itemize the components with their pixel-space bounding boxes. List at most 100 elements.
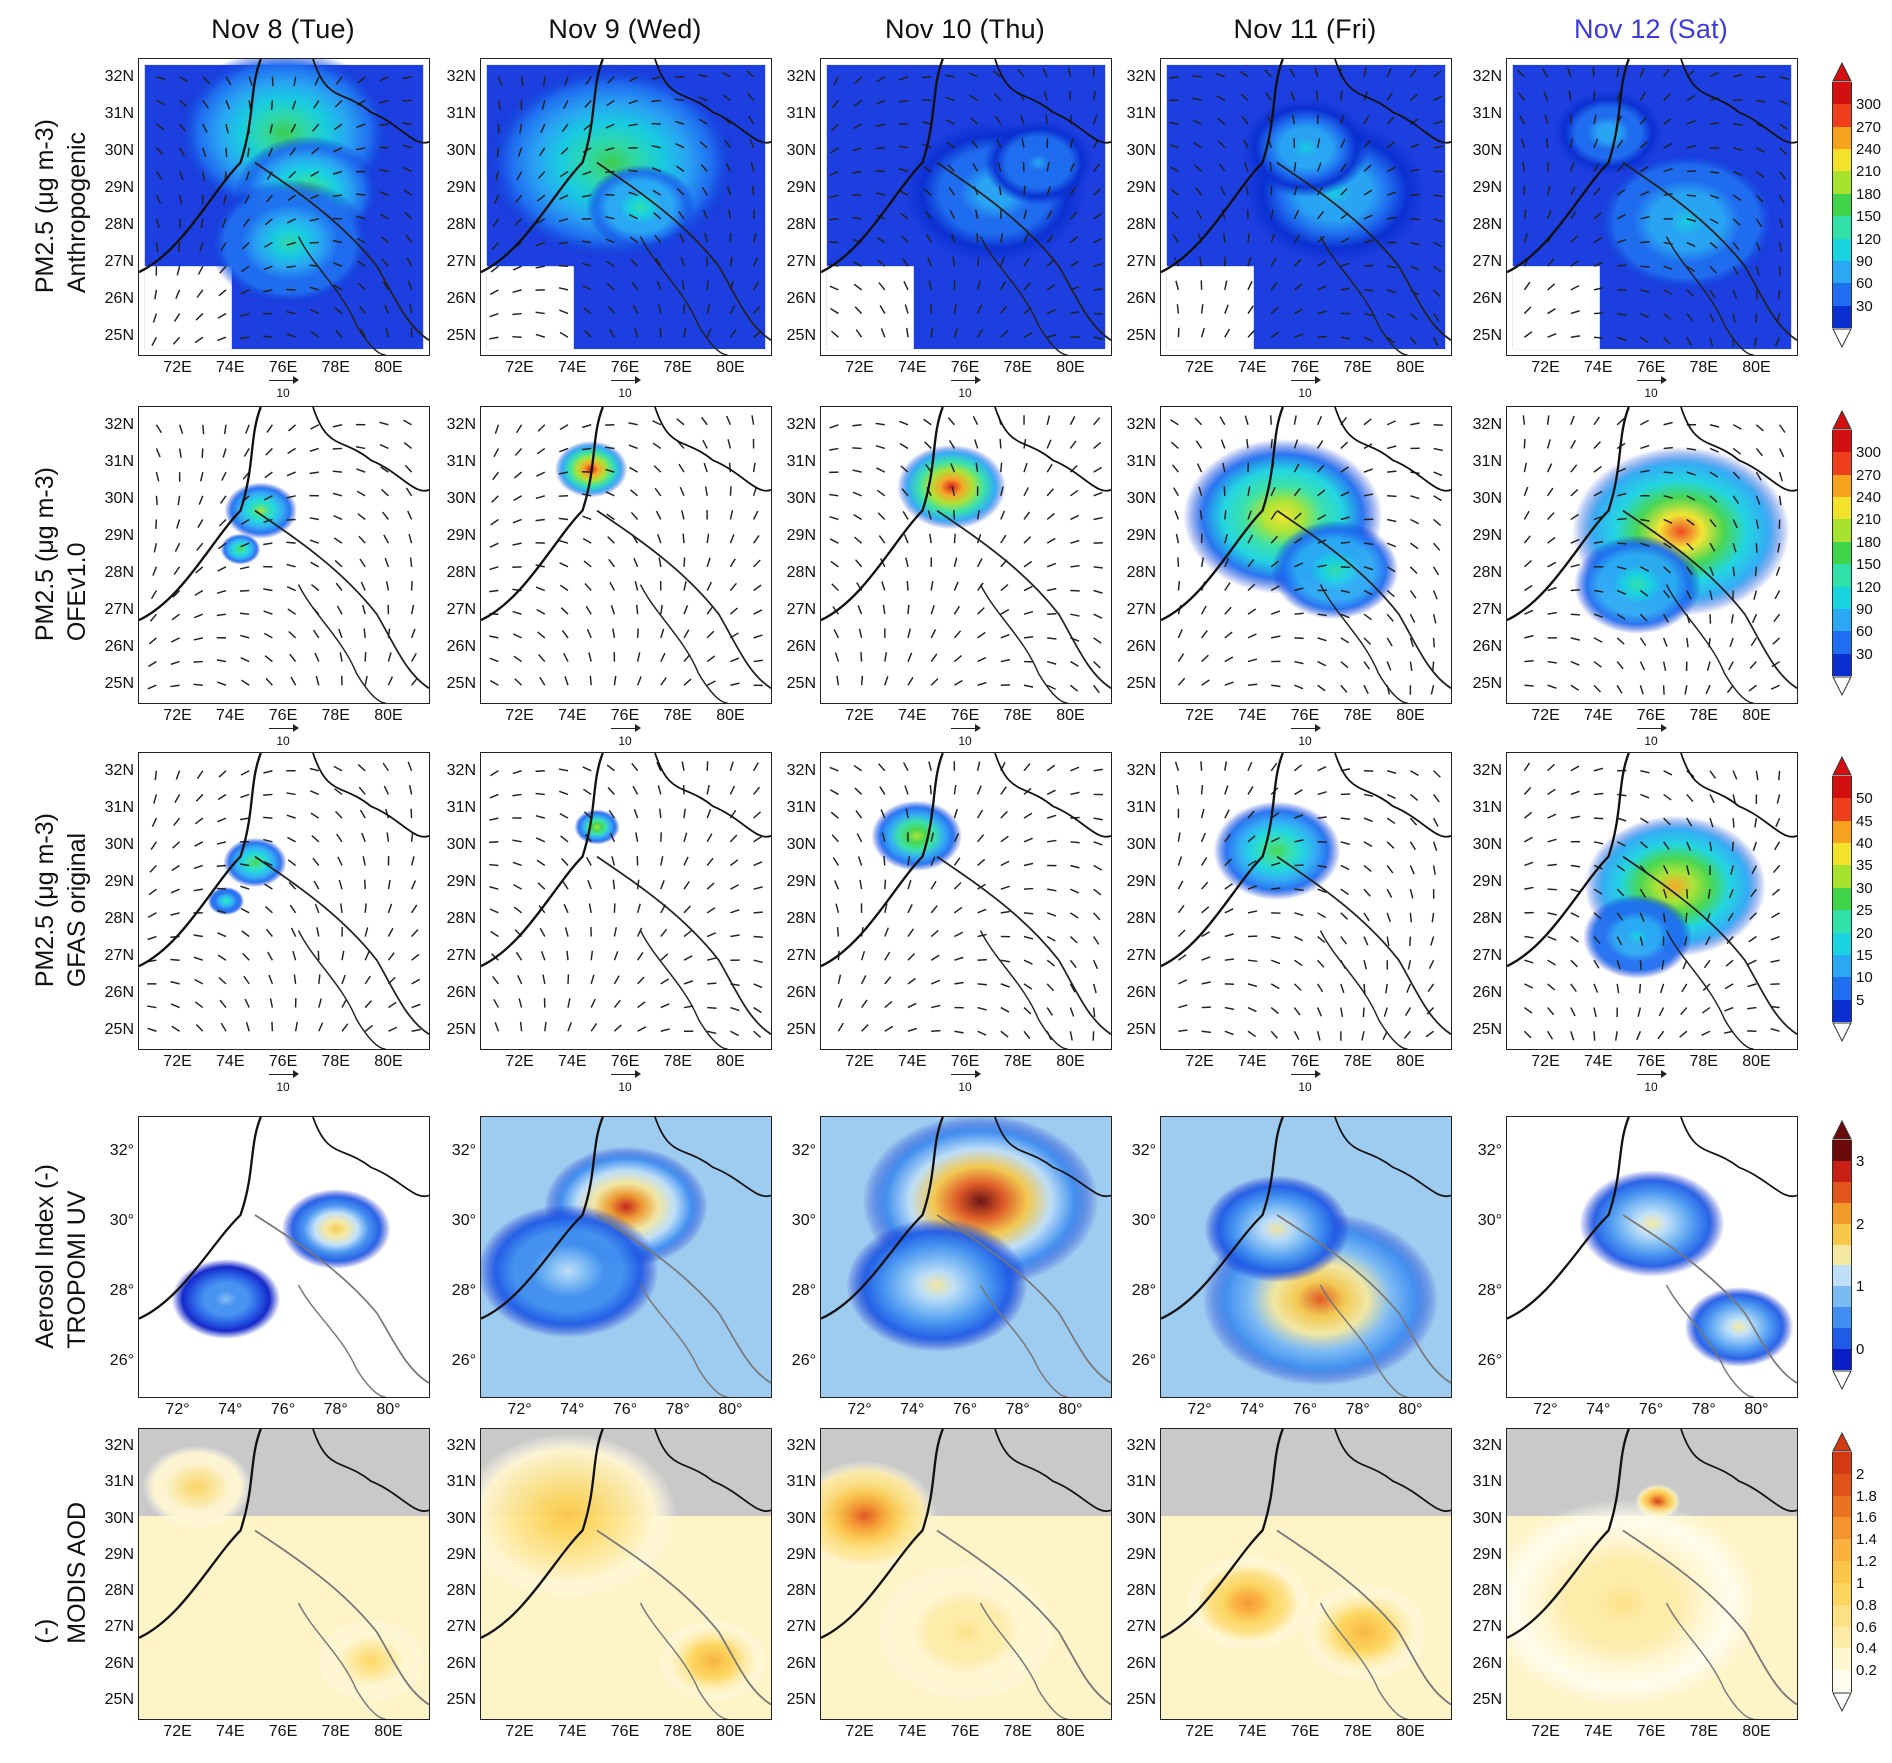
- wind-vector: [178, 448, 182, 458]
- wind-vector: [1547, 660, 1557, 664]
- wind-vector: [176, 519, 181, 529]
- wind-vector: [1686, 817, 1693, 827]
- wind-vector: [154, 289, 158, 300]
- wind-vector: [364, 975, 371, 985]
- wind-vector: [518, 998, 523, 1008]
- wind-vector: [1176, 304, 1180, 314]
- row-label-lines: MODIS AOD (-): [30, 1502, 92, 1644]
- country-border: [1161, 1429, 1284, 1639]
- wind-vector: [854, 559, 863, 568]
- wind-vector: [312, 857, 320, 866]
- wind-vector: [1363, 793, 1374, 798]
- wind-vector: [1293, 209, 1300, 220]
- wind-vector: [660, 856, 664, 866]
- wind-vector: [1686, 194, 1697, 197]
- wind-vector: [403, 189, 413, 196]
- wind-vector: [194, 336, 204, 344]
- wind-vector: [246, 147, 250, 158]
- wind-vector: [1663, 566, 1672, 574]
- wind-vector: [976, 761, 981, 771]
- wind-vector: [1021, 138, 1025, 148]
- wind-vector: [193, 934, 203, 938]
- wind-vector: [1709, 566, 1715, 576]
- wind-vector: [1409, 793, 1419, 801]
- wind-vector: [703, 462, 708, 473]
- wind-vector: [218, 289, 227, 297]
- wind-vector: [605, 491, 615, 497]
- wind-vector: [1430, 936, 1435, 946]
- wind-vector: [512, 793, 522, 797]
- column-title-4: Nov 11 (Fri): [1233, 14, 1377, 44]
- wind-vector: [1570, 162, 1575, 172]
- wind-vector: [837, 998, 843, 1008]
- wind-vector: [178, 218, 181, 229]
- colorbar-segment: [1832, 798, 1852, 822]
- wind-vector: [651, 99, 661, 103]
- x-tick-label: 72E: [505, 359, 534, 376]
- wind-vector: [1363, 637, 1372, 646]
- wind-vector: [1570, 637, 1580, 641]
- x-tick-label: 74E: [898, 359, 927, 376]
- wind-vector: [749, 138, 755, 149]
- wind-vector: [1410, 770, 1419, 777]
- colorbar-tick-label: 0: [1856, 1341, 1865, 1359]
- wind-vector: [1709, 841, 1713, 852]
- y-tick-label: 30°: [1477, 1212, 1502, 1229]
- y-tick-label: 26N: [786, 637, 816, 655]
- reference-arrow-icon: [269, 1070, 299, 1081]
- state-border: [254, 509, 429, 689]
- wind-vector: [930, 979, 941, 985]
- wind-vector: [922, 121, 932, 125]
- wind-vector: [1247, 786, 1254, 795]
- wind-vector: [930, 929, 939, 938]
- wind-vector: [562, 652, 569, 662]
- wind-vector: [722, 94, 731, 102]
- y-tick-label: 29N: [1472, 1545, 1502, 1563]
- wind-vector: [558, 471, 569, 475]
- wind-vector: [1386, 420, 1396, 426]
- x-tick-label: 80E: [716, 359, 745, 376]
- wind-vector: [1410, 518, 1420, 525]
- wind-vector: [410, 604, 415, 615]
- wind-vector: [1169, 166, 1179, 173]
- wind-vector: [178, 194, 183, 205]
- map-canvas: [1161, 1429, 1451, 1719]
- colorbar-segment: [1832, 452, 1852, 476]
- map-canvas: [139, 1429, 429, 1719]
- wind-vector: [225, 100, 231, 110]
- wind-vector: [1662, 888, 1668, 899]
- y-tick-label: 26N: [446, 1654, 476, 1672]
- map-canvas: [1161, 407, 1451, 703]
- wind-vector: [830, 307, 839, 315]
- wind-vector: [1686, 218, 1696, 222]
- wind-vector: [753, 559, 761, 568]
- x-tick-label: 72E: [1185, 359, 1214, 376]
- wind-vector: [976, 533, 982, 544]
- colorbar-top-arrow: [1832, 1432, 1852, 1452]
- wind-vector: [384, 304, 390, 314]
- state-border: [936, 1529, 1111, 1706]
- wind-vector: [652, 189, 662, 196]
- x-tick-label: 78E: [1003, 1723, 1032, 1740]
- reference-vector-label: 10: [1644, 1080, 1658, 1094]
- wind-vector: [1000, 233, 1004, 243]
- wind-vector: [239, 863, 250, 867]
- x-tick-label: 78E: [663, 1053, 692, 1070]
- wind-vector: [356, 123, 366, 129]
- y-tick-label: 26°: [109, 1352, 134, 1369]
- wind-vector: [1686, 170, 1697, 173]
- x-tick-label: 72°: [1187, 1401, 1212, 1418]
- y-tick-label: 25N: [786, 1690, 816, 1708]
- wind-vector: [1616, 336, 1627, 342]
- wind-vector: [636, 628, 639, 638]
- wind-vector: [861, 999, 868, 1008]
- wind-vector: [1640, 336, 1649, 344]
- wind-vector: [753, 634, 763, 639]
- wind-vector: [1523, 560, 1532, 568]
- wind-vector: [1270, 535, 1279, 544]
- colorbar-segment: [1832, 1223, 1852, 1246]
- wind-vector: [1201, 956, 1211, 961]
- wind-vector: [265, 447, 273, 456]
- wind-vector: [312, 123, 320, 132]
